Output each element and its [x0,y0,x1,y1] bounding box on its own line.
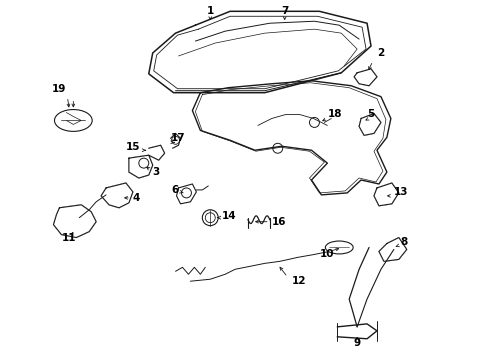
Ellipse shape [54,109,92,131]
Text: 18: 18 [327,108,342,118]
Polygon shape [129,155,153,178]
Text: 3: 3 [153,167,160,177]
Polygon shape [359,113,381,135]
Polygon shape [374,183,399,206]
Text: 11: 11 [62,233,76,243]
Text: 6: 6 [172,185,178,195]
Ellipse shape [325,241,353,254]
Text: 12: 12 [292,276,306,286]
Text: 19: 19 [52,84,67,94]
Text: 14: 14 [222,211,237,221]
Polygon shape [101,183,133,208]
Text: 5: 5 [367,108,374,118]
Text: 1: 1 [207,6,214,16]
Polygon shape [149,145,165,160]
Text: 2: 2 [377,48,384,58]
Text: 9: 9 [354,338,361,348]
Text: 15: 15 [126,142,141,152]
Text: 16: 16 [272,217,286,227]
Text: 7: 7 [281,6,289,16]
Polygon shape [53,205,96,238]
Text: 17: 17 [171,133,185,143]
Text: 10: 10 [319,249,334,260]
Text: 4: 4 [133,193,140,203]
Polygon shape [379,238,407,261]
Text: 13: 13 [394,187,408,197]
Text: 8: 8 [401,237,408,247]
Polygon shape [354,69,377,86]
